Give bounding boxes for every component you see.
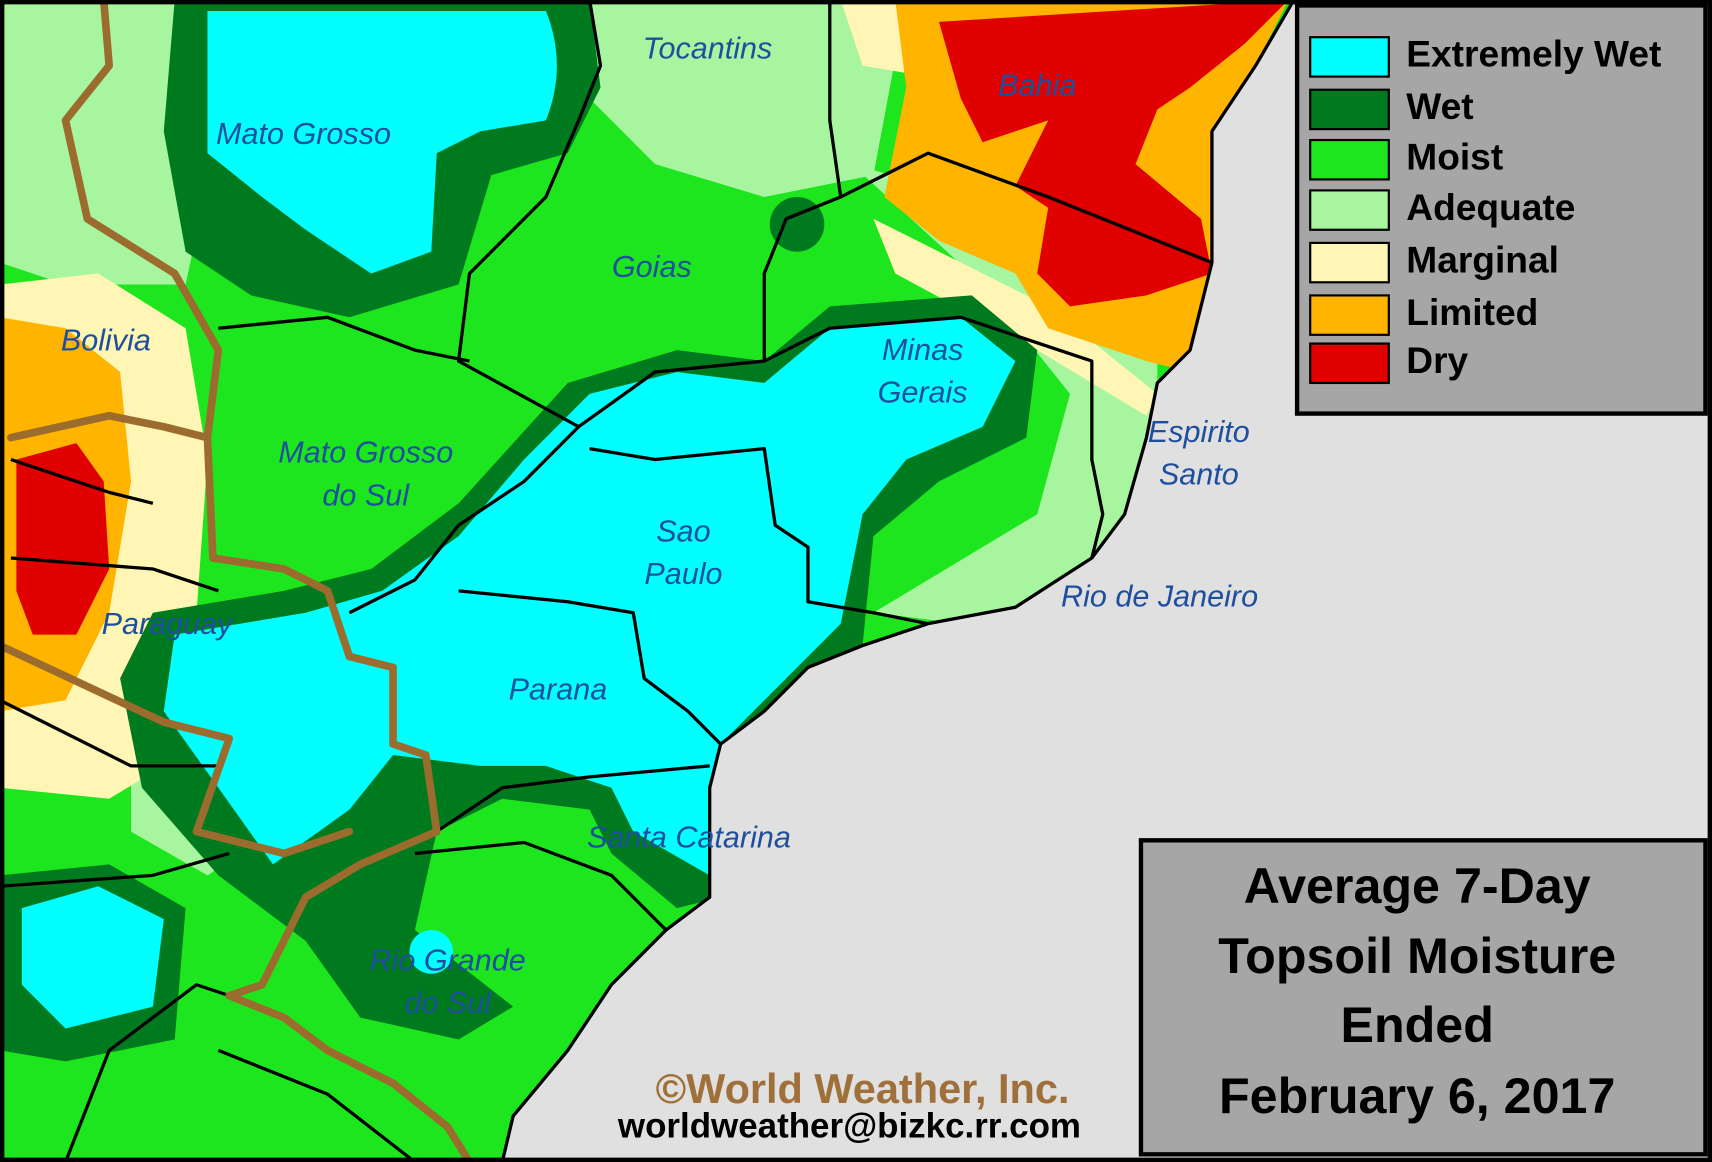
legend-label: Adequate [1406,186,1575,228]
legend-items: Extremely Wet Wet Moist Adequate Marginal Lim… [1309,33,1661,385]
region-label: Rio de Janeiro [1061,580,1258,614]
zone-marginal [873,218,1158,416]
legend: Extremely Wet Wet Moist Adequate Marginal Lim… [1294,3,1708,416]
coastline [500,0,1296,1162]
zone-dry [16,443,110,635]
legend-swatch [1309,36,1390,78]
region-label: Paulo [644,557,722,591]
state-border [435,764,710,833]
state-border [458,589,722,746]
legend-label: Marginal [1406,238,1559,280]
region-label: Tocantins [643,31,773,65]
legend-label: Limited [1406,291,1538,333]
region-label: Rio Grande [370,943,526,977]
title-box: Average 7-Day Topsoil Moisture Ended Februa… [1138,838,1708,1157]
legend-swatch [1309,241,1390,284]
country-border [61,0,474,1162]
zone-dry [938,0,1289,307]
region-label: Sao [656,514,710,548]
state-border [839,151,1213,265]
legend-label: Dry [1406,339,1468,381]
title: Average 7-Day Topsoil Moisture Ended Februa… [1218,857,1616,1124]
zone-adequate [589,0,907,197]
region-label: Bolivia [61,324,151,358]
legend-swatch [1309,138,1390,181]
region-label: do Sul [322,478,410,512]
credit: ©World Weather, Inc. [656,1065,1070,1112]
region-label: do Sul [404,986,492,1020]
state-border [763,315,1105,559]
title-line: February 6, 2017 [1219,1067,1615,1124]
country-border [0,411,354,858]
region-label: Santa Catarina [587,820,791,854]
region-labels: Tocantins Bahia Mato Grosso Goias Bolivia Min… [61,31,1258,1020]
region-label: Paraguay [102,607,235,641]
region-label: Mato Grosso [216,117,391,151]
state-border [0,457,416,1162]
zone-extremely-wet [21,886,164,1029]
zone-extremely-wet [207,10,557,274]
legend-label: Wet [1406,85,1473,127]
state-border [348,425,580,615]
state-border [414,840,668,932]
region-label: Goias [612,250,692,284]
title-line: Ended [1340,996,1493,1053]
legend-swatch [1309,342,1390,385]
zone-extremely-wet [409,930,454,974]
title-line: Average 7-Day [1244,857,1591,914]
region-label: Parana [509,673,608,707]
region-label: Santo [1159,458,1239,492]
region-label: Gerais [878,376,968,410]
email: worldweather@bizkc.rr.com [617,1106,1081,1145]
region-label: Espirito [1148,415,1250,449]
zone-extremely-wet [163,317,1016,876]
region-label: Bahia [998,69,1076,103]
title-panel [1138,838,1708,1157]
region-label: Minas [882,333,964,367]
state-border [456,0,843,429]
legend-swatch [1309,88,1390,131]
legend-label: Extremely Wet [1406,33,1661,75]
region-label: Mato Grosso [278,436,453,470]
legend-swatch [1309,189,1390,231]
title-line: Topsoil Moisture [1218,927,1616,984]
state-border [589,446,929,626]
legend-swatch [1309,294,1390,336]
state-borders [0,0,1296,1162]
state-border [218,315,470,363]
zone-adequate [0,0,219,285]
legend-label: Moist [1406,136,1503,178]
